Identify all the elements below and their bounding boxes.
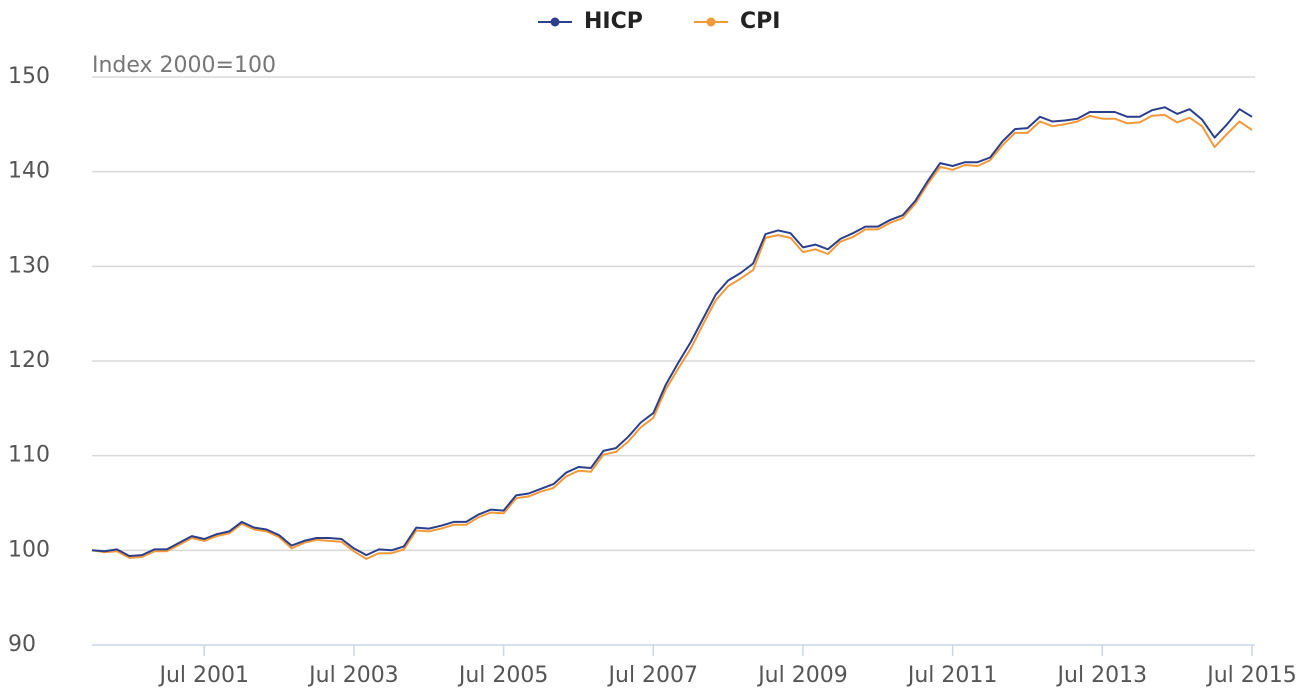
annotation: Index 2000=100 [92, 53, 276, 78]
x-tick-label: Jul 2005 [457, 663, 549, 688]
x-tick-label: Jul 2013 [1056, 663, 1148, 688]
x-tick-label: Jul 2011 [906, 663, 998, 688]
legend-marker [550, 17, 560, 27]
legend-marker [706, 17, 716, 27]
x-tick-label: Jul 2015 [1205, 663, 1297, 688]
x-tick-label: Jul 2009 [756, 663, 848, 688]
x-tick-label: Jul 2003 [307, 663, 399, 688]
y-tick-label: 130 [8, 253, 50, 278]
y-tick-label: 150 [8, 64, 50, 89]
x-tick-label: Jul 2007 [607, 663, 699, 688]
y-tick-label: 120 [8, 348, 50, 373]
y-tick-label: 100 [8, 537, 50, 562]
legend-label: HICP [584, 9, 643, 34]
series-line [91, 106, 1253, 557]
x-tick-label: Jul 2001 [157, 663, 249, 688]
y-tick-label: 140 [8, 159, 50, 184]
legend-label: CPI [740, 9, 780, 34]
y-tick-label: 90 [8, 632, 36, 657]
series-line [91, 113, 1253, 560]
y-tick-label: 110 [8, 443, 50, 468]
